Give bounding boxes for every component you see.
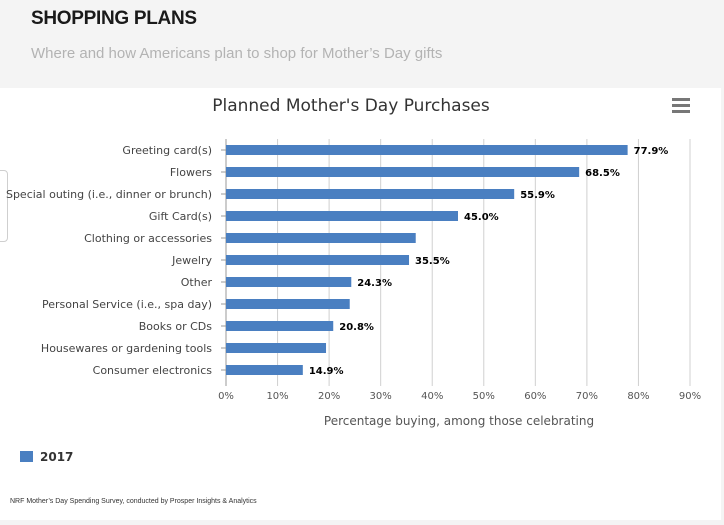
side-tab[interactable] <box>0 170 8 242</box>
x-tick-label: 60% <box>524 391 546 402</box>
legend-label[interactable]: 2017 <box>40 450 73 464</box>
x-tick-label: 70% <box>576 391 598 402</box>
data-label: 35.5% <box>415 256 450 267</box>
x-tick-label: 10% <box>266 391 288 402</box>
category-label: Other <box>181 276 213 289</box>
data-label: 77.9% <box>634 146 669 157</box>
category-label: Personal Service (i.e., spa day) <box>42 298 212 311</box>
category-label: Clothing or accessories <box>84 232 212 245</box>
hamburger-icon[interactable] <box>672 98 692 114</box>
category-label: Housewares or gardening tools <box>41 342 212 355</box>
bar[interactable] <box>226 167 580 177</box>
menu-line <box>672 110 690 113</box>
bar[interactable] <box>226 145 628 155</box>
bar[interactable] <box>226 365 303 375</box>
x-tick-label: 40% <box>421 391 443 402</box>
bar[interactable] <box>226 299 350 309</box>
data-label: 55.9% <box>520 190 555 201</box>
page-title: SHOPPING PLANS <box>31 8 197 29</box>
chart-title: Planned Mother's Day Purchases <box>212 96 490 116</box>
x-tick-label: 30% <box>370 391 392 402</box>
bar[interactable] <box>226 343 327 353</box>
x-tick-labels: 0% 10% 20% 30% 40% 50% 60% 70% 80% 90% <box>218 391 701 402</box>
x-tick-label: 80% <box>627 391 649 402</box>
category-label: Jewelry <box>171 254 212 267</box>
data-label: 68.5% <box>585 168 620 179</box>
bar[interactable] <box>226 277 352 287</box>
data-label: 14.9% <box>309 366 344 377</box>
bars <box>226 145 628 375</box>
page-header: SHOPPING PLANS Where and how Americans p… <box>0 0 724 88</box>
category-label: Flowers <box>170 166 212 179</box>
x-tick-label: 20% <box>318 391 340 402</box>
category-label: Special outing (i.e., dinner or brunch) <box>6 188 212 201</box>
menu-line <box>672 104 690 107</box>
data-label: 24.3% <box>357 278 392 289</box>
category-labels: Greeting card(s) Flowers Special outing (i… <box>6 144 213 377</box>
x-tick-label: 0% <box>218 391 234 402</box>
bar[interactable] <box>226 255 410 265</box>
x-tick-label: 90% <box>679 391 701 402</box>
data-label: 20.8% <box>339 322 374 333</box>
page-subtitle: Where and how Americans plan to shop for… <box>31 45 443 62</box>
category-label: Consumer electronics <box>93 364 213 377</box>
legend-swatch <box>20 451 33 462</box>
category-label: Books or CDs <box>139 320 213 333</box>
category-label: Greeting card(s) <box>122 144 212 157</box>
category-label: Gift Card(s) <box>149 210 212 223</box>
x-axis-title: Percentage buying, among those celebrati… <box>324 414 594 428</box>
menu-line <box>672 98 690 101</box>
data-label: 45.0% <box>464 212 499 223</box>
bar[interactable] <box>226 321 334 331</box>
bar[interactable] <box>226 233 416 243</box>
footnote: NRF Mother’s Day Spending Survey, conduc… <box>10 498 257 505</box>
data-labels: 77.9% 68.5% 55.9% 45.0% 35.5% 24.3% 20.8% 14.9% <box>309 146 669 377</box>
chart-card <box>0 88 721 520</box>
bar[interactable] <box>226 211 458 221</box>
x-tick-label: 50% <box>473 391 495 402</box>
bar[interactable] <box>226 189 515 199</box>
